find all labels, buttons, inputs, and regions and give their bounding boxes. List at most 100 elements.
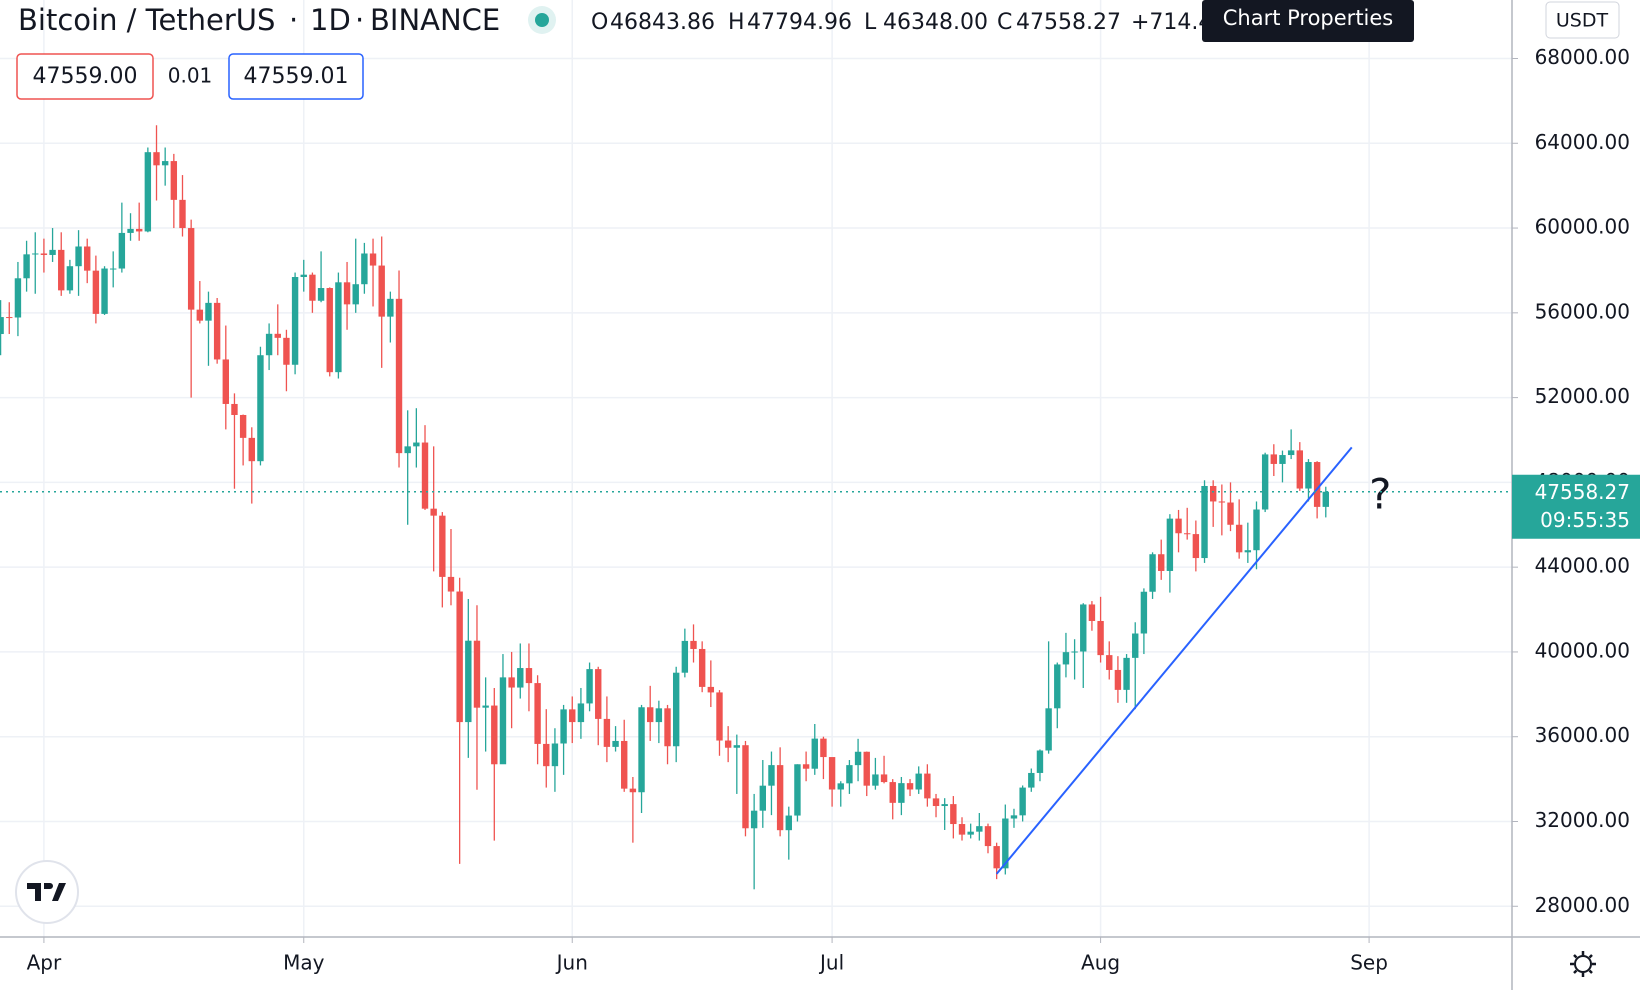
legend-key: C — [997, 10, 1012, 35]
candle-body — [447, 576, 455, 592]
trendline — [995, 446, 1353, 875]
x-tick-label: May — [283, 951, 325, 975]
candle-body — [1114, 669, 1122, 690]
candle-body — [1028, 772, 1035, 788]
candle-body — [543, 743, 550, 767]
candle-body — [595, 669, 602, 719]
candle-body — [1313, 462, 1321, 507]
candle-body — [906, 783, 914, 790]
candle-body — [58, 249, 65, 291]
candle-body — [309, 274, 316, 301]
candle-body — [32, 253, 39, 255]
candle-body — [828, 757, 836, 790]
candle-body — [439, 515, 446, 577]
market-status-dot[interactable] — [535, 13, 549, 27]
candle-body — [1201, 485, 1208, 559]
candle-body — [950, 804, 957, 825]
legend-value: 46843.86 — [610, 10, 715, 35]
candle-body — [274, 333, 281, 338]
sell-price[interactable]: 47559.00 — [33, 64, 138, 89]
logo-circle[interactable] — [15, 860, 79, 924]
candle-body — [482, 705, 489, 708]
candle-body — [1010, 815, 1018, 819]
candle-body — [1253, 509, 1260, 551]
candle-body — [1184, 533, 1191, 535]
candle-body — [1088, 604, 1096, 621]
buy-price[interactable]: 47559.01 — [244, 64, 349, 89]
candle-body — [802, 764, 810, 769]
candle-body — [144, 152, 152, 232]
candle-body — [1296, 450, 1303, 489]
candle-body — [880, 774, 888, 783]
x-tick-label: Jun — [555, 951, 588, 975]
logo[interactable] — [15, 860, 79, 924]
candle-body — [785, 815, 792, 831]
candle-body — [1227, 502, 1234, 525]
interval[interactable]: 1D — [310, 3, 351, 37]
candle-body — [92, 270, 100, 314]
candle-body — [248, 437, 255, 462]
candle-body — [837, 783, 844, 790]
x-tick-label: Apr — [27, 951, 62, 975]
candle-body — [361, 253, 368, 285]
buy-box[interactable] — [228, 53, 364, 100]
y-tick-label: 60000.00 — [1535, 215, 1630, 239]
candle-body — [1149, 554, 1156, 592]
candle-body — [794, 764, 801, 816]
candle-body — [1054, 664, 1061, 709]
sell-box[interactable] — [16, 53, 154, 100]
y-tick-label: 36000.00 — [1535, 723, 1630, 747]
candle-body — [967, 831, 974, 835]
candle-body — [1175, 518, 1182, 534]
candle-body — [465, 640, 472, 723]
candle-body — [118, 232, 126, 269]
candle-body — [49, 249, 56, 255]
candle-body — [265, 333, 273, 356]
gear[interactable] — [1574, 955, 1592, 973]
candle-body — [854, 751, 862, 766]
candle-body — [993, 846, 1000, 869]
symbol-title[interactable]: Bitcoin / TetherUS — [18, 3, 275, 37]
candle-body — [1235, 524, 1243, 553]
candle-body — [577, 703, 585, 723]
candle-body — [638, 707, 645, 793]
candle-body — [863, 751, 870, 786]
candle-body — [1192, 534, 1200, 559]
candle-body — [14, 278, 22, 318]
currency-box[interactable] — [1545, 1, 1620, 39]
spread: 0.01 — [168, 64, 213, 88]
candle-body — [430, 508, 437, 516]
currency[interactable]: USDT — [1556, 10, 1609, 32]
logo-mark[interactable] — [27, 883, 66, 901]
candle-body — [768, 765, 775, 786]
candle-body — [1045, 708, 1052, 751]
settings[interactable] — [1570, 951, 1596, 977]
candle-body — [283, 337, 290, 365]
candle-body — [603, 718, 611, 747]
candle-body — [257, 355, 264, 462]
candle-body — [647, 707, 654, 723]
candle-body — [135, 228, 143, 232]
legend-key: H — [728, 10, 745, 35]
candle-body — [291, 277, 299, 365]
y-tick-label: 32000.00 — [1535, 808, 1630, 832]
candle-body — [621, 740, 628, 789]
candle-body — [629, 788, 637, 793]
candle-body — [924, 773, 931, 799]
candle-body — [1123, 657, 1130, 690]
price-tag — [1512, 474, 1640, 539]
gear-teeth[interactable] — [1570, 951, 1596, 977]
countdown: 09:55:35 — [1540, 508, 1630, 532]
candle-body — [508, 677, 515, 688]
legend-value: 47794.96 — [747, 10, 852, 35]
candle-body — [958, 824, 966, 835]
candle-body — [941, 804, 948, 807]
y-tick-label: 28000.00 — [1535, 893, 1630, 917]
candle-body — [681, 640, 689, 673]
candle-body — [6, 317, 13, 319]
candle-body — [1036, 750, 1044, 773]
candle-body — [915, 773, 922, 790]
candle-body — [1062, 652, 1070, 665]
candle-body — [1158, 554, 1165, 571]
